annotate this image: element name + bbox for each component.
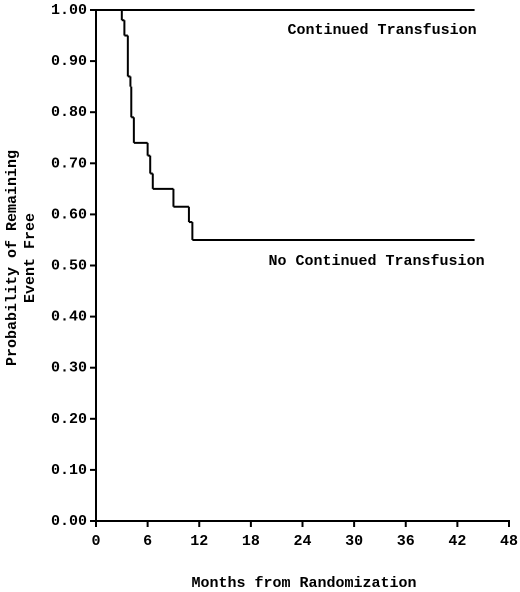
y-tick-label: 0.40: [51, 309, 87, 326]
y-tick-label: 0.70: [51, 155, 87, 172]
y-tick-label: 1.00: [51, 2, 87, 19]
series-label: Continued Transfusion: [288, 22, 477, 39]
y-tick-label: 0.30: [51, 360, 87, 377]
x-tick-label: 18: [242, 533, 260, 550]
x-axis-label: Months from Randomization: [191, 575, 416, 592]
x-tick-label: 24: [293, 533, 311, 550]
y-axis-label: Event Free: [22, 213, 39, 303]
y-tick-label: 0.60: [51, 206, 87, 223]
y-tick-label: 0.80: [51, 104, 87, 121]
series-label: No Continued Transfusion: [269, 253, 485, 270]
x-tick-label: 0: [91, 533, 100, 550]
y-tick-label: 0.50: [51, 257, 87, 274]
x-tick-label: 42: [448, 533, 466, 550]
x-tick-label: 6: [143, 533, 152, 550]
y-tick-label: 0.20: [51, 411, 87, 428]
y-tick-label: 0.90: [51, 53, 87, 70]
y-tick-label: 0.10: [51, 462, 87, 479]
x-tick-label: 30: [345, 533, 363, 550]
y-axis-label: Probability of Remaining: [4, 150, 21, 366]
y-tick-label: 0.00: [51, 513, 87, 530]
x-tick-label: 48: [500, 533, 518, 550]
x-tick-label: 36: [397, 533, 415, 550]
x-tick-label: 12: [190, 533, 208, 550]
